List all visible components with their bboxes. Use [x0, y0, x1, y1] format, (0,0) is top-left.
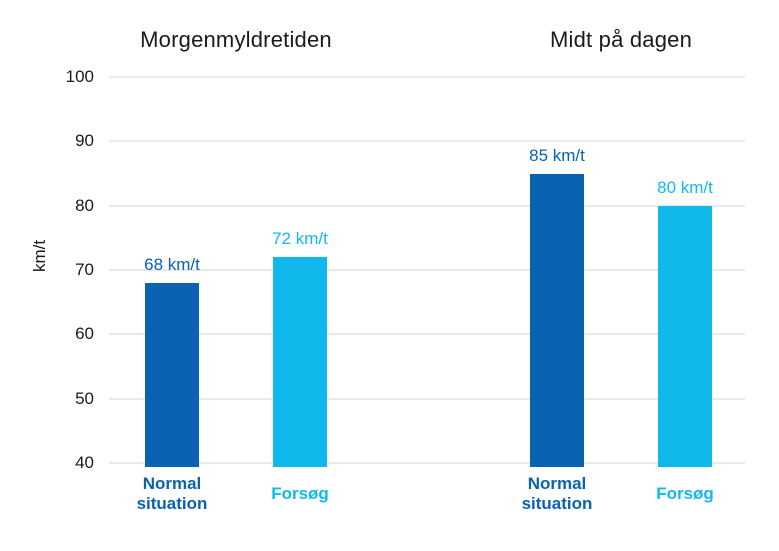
value-label-fors-g-group1: 80 km/t — [657, 177, 713, 197]
y-tick-label-80: 80 — [75, 195, 94, 215]
category-label-fors-g-group1: Forsøg — [656, 484, 714, 503]
y-tick-label-100: 100 — [65, 67, 94, 86]
bar-fors-g-group0 — [273, 257, 327, 467]
y-tick-label-90: 90 — [75, 131, 94, 151]
value-label-normal-situation-group0: 68 km/t — [144, 254, 200, 274]
gridline-40 — [109, 462, 745, 464]
gridline-100 — [109, 76, 745, 78]
value-label-normal-situation-group1: 85 km/t — [529, 145, 585, 165]
category-label-normal-situation-group0: Normal situation — [136, 474, 208, 513]
gridline-60 — [109, 333, 745, 336]
category-label-fors-g-group0: Forsøg — [271, 484, 329, 503]
value-label-fors-g-group0: 72 km/t — [272, 229, 328, 249]
y-tick-label-50: 50 — [75, 388, 94, 408]
group-title-morgenmyldretiden: Morgenmyldretiden — [140, 27, 332, 52]
bar-fors-g-group1 — [658, 205, 712, 467]
y-tick-label-40: 40 — [75, 453, 94, 472]
gridline-90 — [109, 140, 745, 143]
y-tick-label-70: 70 — [75, 260, 94, 279]
category-label-normal-situation-group1: Normal situation — [521, 474, 593, 513]
gridline-50 — [109, 397, 745, 400]
gridline-80 — [109, 204, 745, 207]
group-title-midt-paa-dagen: Midt på dagen — [549, 27, 693, 52]
bar-normal-situation-group0 — [145, 282, 199, 467]
y-tick-label-60: 60 — [75, 324, 94, 344]
gridline-70 — [109, 269, 745, 271]
bar-normal-situation-group1 — [530, 173, 584, 467]
